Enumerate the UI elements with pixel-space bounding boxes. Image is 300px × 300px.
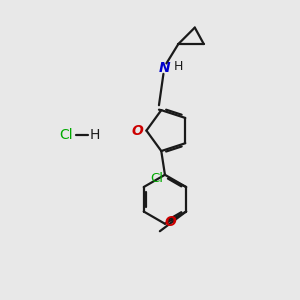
Text: H: H	[174, 60, 183, 73]
Text: H: H	[90, 128, 100, 142]
Text: O: O	[131, 124, 143, 138]
Text: O: O	[165, 215, 176, 229]
Text: Cl: Cl	[60, 128, 73, 142]
Text: Cl: Cl	[150, 172, 164, 185]
Text: N: N	[159, 61, 171, 75]
